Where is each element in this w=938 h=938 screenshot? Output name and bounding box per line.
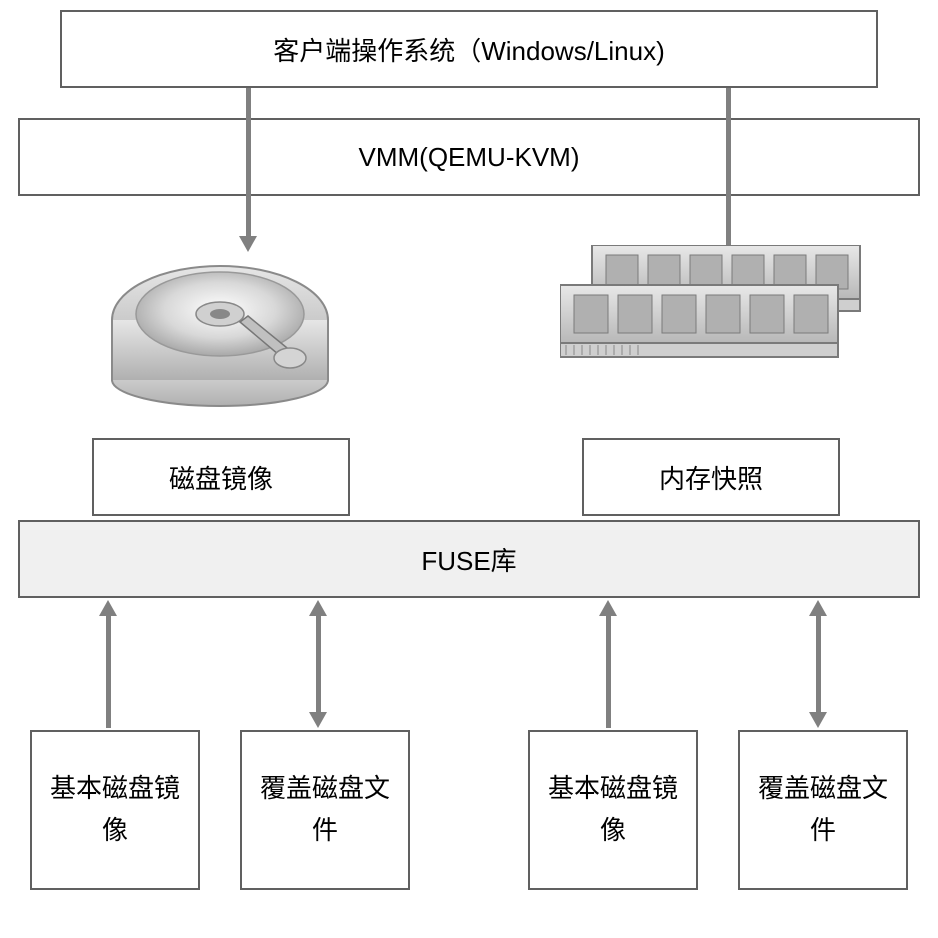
- disk-image-box: 磁盘镜像: [92, 438, 350, 516]
- disk-image-label: 磁盘镜像: [169, 459, 273, 496]
- fuse-lib-box: FUSE库: [18, 520, 920, 598]
- arrow-b2-up-head-icon: [309, 600, 327, 616]
- client-os-box: 客户端操作系统（Windows/Linux): [60, 10, 878, 88]
- overlay-disk-file-label-2: 覆盖磁盘文件: [758, 768, 888, 851]
- base-disk-image-box-2: 基本磁盘镜像: [528, 730, 698, 890]
- overlay-disk-file-box-2: 覆盖磁盘文件: [738, 730, 908, 890]
- arrow-b2: [316, 614, 321, 714]
- arrow-b3-up-head-icon: [599, 600, 617, 616]
- base-disk-image-box-1: 基本磁盘镜像: [30, 730, 200, 890]
- client-os-label: 客户端操作系统（Windows/Linux): [273, 31, 665, 68]
- arrow-b3: [606, 614, 611, 728]
- arrow-b4: [816, 614, 821, 714]
- fuse-lib-label: FUSE库: [421, 541, 516, 578]
- arrow-b1-up-head-icon: [99, 600, 117, 616]
- memory-snapshot-label: 内存快照: [659, 459, 763, 496]
- vmm-label: VMM(QEMU-KVM): [359, 142, 580, 173]
- arrow-left-down: [246, 88, 251, 238]
- ram-icon: [560, 245, 870, 365]
- vmm-box: VMM(QEMU-KVM): [18, 118, 920, 196]
- base-disk-image-label-1: 基本磁盘镜像: [50, 768, 180, 851]
- overlay-disk-file-box-1: 覆盖磁盘文件: [240, 730, 410, 890]
- arrow-b4-down-head-icon: [809, 712, 827, 728]
- arrow-right-down: [726, 88, 731, 258]
- arrow-b4-up-head-icon: [809, 600, 827, 616]
- arrow-b2-down-head-icon: [309, 712, 327, 728]
- base-disk-image-label-2: 基本磁盘镜像: [548, 768, 678, 851]
- overlay-disk-file-label-1: 覆盖磁盘文件: [260, 768, 390, 851]
- arrow-b1: [106, 614, 111, 728]
- hdd-icon: [100, 230, 340, 410]
- memory-snapshot-box: 内存快照: [582, 438, 840, 516]
